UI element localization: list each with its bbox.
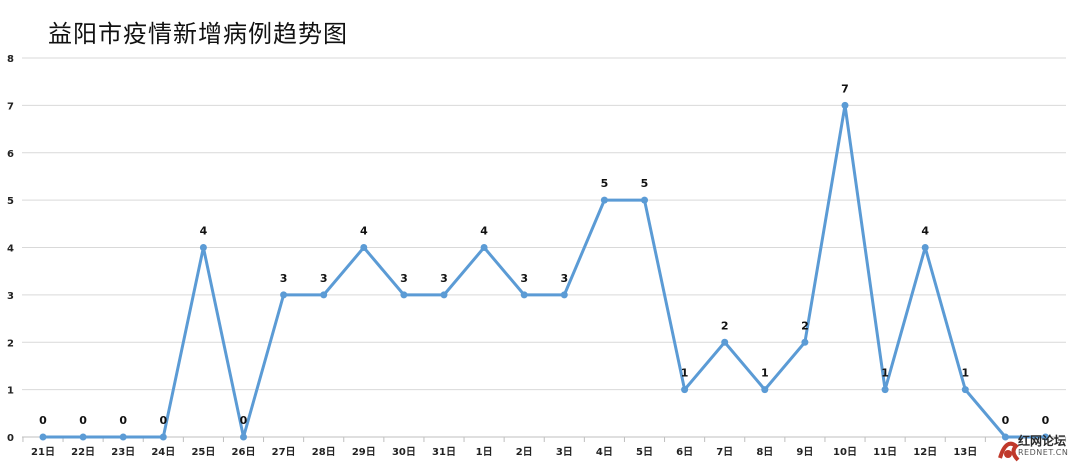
data-point bbox=[1042, 433, 1049, 441]
data-point bbox=[280, 291, 288, 299]
y-tick-label: 0 bbox=[7, 433, 14, 444]
data-point bbox=[440, 291, 448, 299]
data-point bbox=[1001, 433, 1009, 441]
data-point bbox=[841, 101, 849, 109]
data-label: 3 bbox=[280, 272, 288, 285]
data-label: 4 bbox=[480, 225, 488, 238]
x-tick-label: 28日 bbox=[312, 446, 336, 458]
data-label: 3 bbox=[320, 272, 328, 285]
x-tick-label: 23日 bbox=[111, 446, 135, 458]
data-point bbox=[199, 244, 207, 251]
data-label: 0 bbox=[119, 414, 127, 427]
data-point bbox=[320, 291, 328, 299]
x-tick-label: 11日 bbox=[873, 446, 897, 458]
x-tick-label: 27日 bbox=[272, 446, 296, 458]
data-point bbox=[641, 196, 648, 204]
data-point bbox=[119, 433, 127, 441]
data-label: 0 bbox=[240, 414, 248, 427]
x-tick-label: 31日 bbox=[432, 446, 456, 458]
data-label: 3 bbox=[560, 272, 568, 285]
x-tick-label: 30日 bbox=[392, 446, 416, 458]
y-tick-label: 3 bbox=[7, 291, 14, 302]
y-tick-label: 6 bbox=[7, 149, 14, 160]
data-point bbox=[721, 338, 729, 346]
x-tick-label: 3日 bbox=[556, 446, 573, 458]
data-label: 0 bbox=[39, 414, 47, 427]
data-point bbox=[480, 244, 488, 251]
watermark-subtext: REDNET.CN bbox=[1018, 448, 1069, 457]
data-point bbox=[520, 291, 528, 299]
chart-title: 益阳市疫情新增病例趋势图 bbox=[48, 20, 348, 48]
data-point bbox=[360, 244, 368, 251]
data-label: 0 bbox=[1002, 414, 1010, 427]
data-point bbox=[159, 433, 167, 441]
y-tick-label: 2 bbox=[7, 338, 14, 349]
x-tick-label: 24日 bbox=[151, 446, 175, 458]
y-tick-label: 7 bbox=[7, 101, 14, 112]
watermark-text: 红网论坛 bbox=[1018, 434, 1067, 448]
series-line bbox=[43, 103, 1046, 439]
data-label: 0 bbox=[79, 414, 87, 427]
x-tick-label: 7日 bbox=[716, 446, 733, 458]
data-label: 7 bbox=[841, 82, 849, 95]
data-label: 4 bbox=[360, 225, 368, 238]
data-label: 4 bbox=[200, 225, 208, 238]
x-tick-label: 26日 bbox=[232, 446, 256, 458]
y-tick-label: 5 bbox=[7, 196, 14, 207]
data-point bbox=[761, 386, 769, 394]
x-tick-label: 10日 bbox=[833, 446, 857, 458]
data-label: 1 bbox=[881, 367, 889, 380]
data-label: 1 bbox=[961, 367, 969, 380]
x-tick-label: 6日 bbox=[676, 446, 693, 458]
x-tick-label: 22日 bbox=[71, 446, 95, 458]
data-label: 5 bbox=[641, 177, 649, 190]
data-label: 2 bbox=[801, 319, 809, 332]
data-point bbox=[681, 386, 689, 394]
data-point bbox=[39, 433, 47, 441]
x-tick-label: 8日 bbox=[756, 446, 773, 458]
y-tick-label: 8 bbox=[7, 54, 14, 65]
data-label: 0 bbox=[1042, 414, 1050, 427]
data-point bbox=[961, 386, 969, 394]
x-tick-label: 21日 bbox=[31, 446, 55, 458]
x-tick-label: 2日 bbox=[516, 446, 533, 458]
data-point bbox=[79, 433, 87, 441]
data-point bbox=[600, 196, 608, 204]
data-label: 3 bbox=[440, 272, 448, 285]
y-tick-label: 1 bbox=[7, 386, 14, 397]
data-label: 1 bbox=[681, 367, 689, 380]
data-label: 4 bbox=[921, 225, 929, 238]
data-point bbox=[881, 386, 889, 394]
data-point bbox=[921, 244, 929, 251]
watermark-logo bbox=[998, 441, 1020, 462]
data-point bbox=[560, 291, 568, 299]
y-tick-label: 4 bbox=[7, 244, 14, 255]
x-tick-label: 5日 bbox=[636, 446, 653, 458]
x-tick-label: 12日 bbox=[913, 446, 937, 458]
x-tick-label: 13日 bbox=[953, 446, 977, 458]
data-label: 3 bbox=[400, 272, 408, 285]
x-tick-label: 25日 bbox=[191, 446, 215, 458]
data-label: 3 bbox=[520, 272, 528, 285]
data-label: 5 bbox=[601, 177, 609, 190]
x-tick-label: 4日 bbox=[596, 446, 613, 458]
data-label: 1 bbox=[761, 367, 769, 380]
x-tick-label: 1日 bbox=[476, 446, 493, 458]
data-label: 0 bbox=[159, 414, 167, 427]
data-point bbox=[240, 433, 247, 441]
x-tick-label: 29日 bbox=[352, 446, 376, 458]
x-tick-label: 9日 bbox=[796, 446, 813, 458]
data-point bbox=[801, 338, 809, 346]
data-label: 2 bbox=[721, 319, 729, 332]
data-point bbox=[400, 291, 408, 299]
